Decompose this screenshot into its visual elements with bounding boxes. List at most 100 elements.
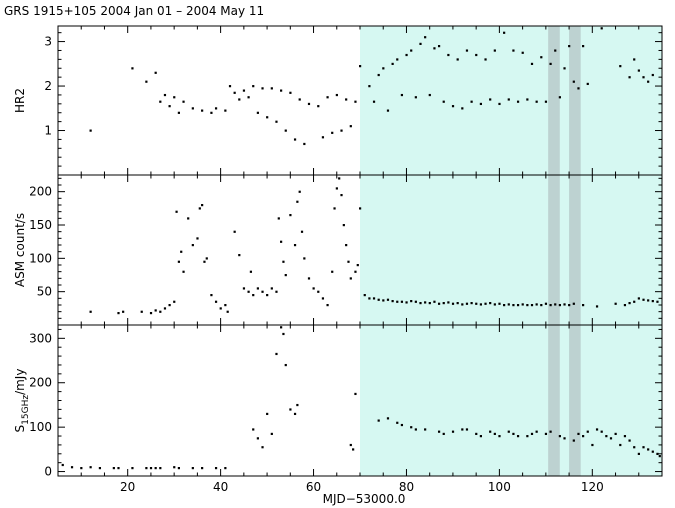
- data-point: [224, 467, 227, 470]
- data-point: [168, 304, 171, 307]
- x-tick-label: 60: [306, 480, 321, 494]
- data-point: [391, 300, 394, 303]
- data-point: [80, 467, 83, 470]
- data-point: [140, 310, 143, 313]
- data-point: [544, 100, 548, 103]
- data-point: [177, 111, 180, 114]
- y-tick-label: 50: [37, 285, 52, 299]
- data-point: [363, 294, 366, 297]
- data-point: [280, 89, 283, 92]
- data-point: [405, 301, 408, 304]
- data-point: [214, 467, 218, 470]
- data-point: [465, 428, 469, 431]
- data-point: [479, 303, 482, 306]
- data-point: [623, 304, 627, 307]
- data-point: [149, 467, 153, 470]
- x-tick-label: 40: [213, 480, 228, 494]
- data-point: [280, 326, 283, 329]
- data-point: [284, 363, 287, 367]
- data-point: [331, 270, 334, 273]
- data-point: [451, 105, 455, 108]
- data-point: [352, 448, 355, 451]
- data-point: [549, 62, 552, 66]
- highlight-region: [360, 26, 662, 476]
- data-point: [512, 432, 515, 436]
- data-point: [400, 423, 404, 427]
- data-point: [210, 111, 213, 114]
- data-point: [382, 67, 385, 70]
- data-point: [173, 466, 176, 469]
- data-point: [333, 207, 336, 210]
- panel-3: 0 100 200 300 S15GHz/mJy: [13, 324, 663, 479]
- data-point: [349, 125, 352, 128]
- data-point: [89, 310, 92, 313]
- data-point: [345, 98, 348, 101]
- data-point: [210, 294, 213, 297]
- data-point: [465, 302, 469, 305]
- y-tick-label: 150: [29, 218, 52, 232]
- data-point: [498, 302, 501, 305]
- data-point: [203, 260, 206, 263]
- x-tick-label: 20: [120, 480, 135, 494]
- data-point: [628, 76, 631, 79]
- data-point: [414, 428, 417, 431]
- data-point: [289, 214, 292, 217]
- data-point: [198, 207, 201, 210]
- data-point: [289, 91, 292, 94]
- x-tick-label: 120: [581, 480, 604, 494]
- data-point: [470, 302, 473, 305]
- data-point: [338, 177, 341, 180]
- data-point: [498, 435, 501, 438]
- data-point: [145, 467, 148, 470]
- data-point: [503, 31, 506, 34]
- data-point: [447, 301, 450, 304]
- data-point: [516, 435, 520, 438]
- data-point: [623, 435, 627, 438]
- data-point: [293, 412, 297, 416]
- data-point: [261, 290, 264, 293]
- data-point: [282, 332, 285, 336]
- data-point: [149, 312, 153, 315]
- y-tick-label: 3: [44, 35, 52, 49]
- y-label-subscript: 15GHz: [21, 395, 31, 425]
- shaded-band-1: [548, 26, 560, 476]
- data-point: [433, 300, 436, 303]
- data-point: [182, 270, 185, 273]
- data-point: [521, 51, 524, 54]
- data-point: [414, 300, 417, 303]
- data-point: [526, 304, 529, 307]
- data-point: [282, 260, 285, 263]
- data-point: [368, 85, 371, 88]
- data-point: [582, 435, 585, 438]
- data-point: [252, 85, 255, 88]
- data-point: [651, 300, 654, 303]
- data-point: [396, 300, 399, 303]
- data-point: [117, 312, 120, 315]
- data-point: [159, 467, 162, 470]
- y-tick-label: 0: [44, 465, 52, 479]
- data-point: [298, 190, 301, 193]
- data-point: [461, 107, 464, 110]
- data-point: [424, 301, 427, 304]
- data-point: [163, 307, 167, 310]
- data-point: [249, 270, 253, 273]
- data-point: [396, 421, 399, 424]
- data-point: [112, 467, 115, 470]
- data-point: [498, 102, 501, 106]
- data-point: [224, 304, 227, 307]
- data-point: [614, 302, 617, 305]
- data-point: [461, 303, 464, 306]
- data-point: [414, 96, 417, 99]
- y-tick-label: 100: [29, 420, 52, 434]
- data-point: [554, 303, 557, 306]
- data-point: [238, 254, 241, 257]
- data-point: [530, 432, 534, 436]
- data-point: [633, 446, 636, 449]
- data-point: [656, 300, 659, 303]
- data-point: [289, 408, 292, 411]
- data-point: [642, 446, 645, 449]
- data-point: [256, 287, 259, 290]
- data-point: [340, 194, 343, 197]
- data-point: [540, 304, 543, 307]
